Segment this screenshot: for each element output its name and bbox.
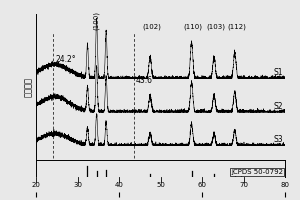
Text: 50: 50 — [156, 182, 165, 188]
Text: 43.6°: 43.6° — [136, 76, 157, 85]
Text: S1: S1 — [273, 68, 283, 77]
Text: (100): (100) — [93, 11, 99, 30]
Text: (102): (102) — [142, 23, 161, 30]
Text: 70: 70 — [239, 182, 248, 188]
Text: 20: 20 — [32, 182, 40, 188]
Text: 40: 40 — [115, 182, 123, 188]
Text: (103): (103) — [206, 23, 225, 30]
Text: 80: 80 — [280, 182, 290, 188]
Text: (110): (110) — [183, 23, 202, 30]
Y-axis label: 相对强度: 相对强度 — [24, 77, 33, 97]
Text: 24.2°: 24.2° — [56, 55, 76, 64]
Text: JCPDS 50-0792: JCPDS 50-0792 — [231, 169, 283, 175]
Text: 30: 30 — [73, 182, 82, 188]
Text: S3: S3 — [273, 135, 283, 144]
Text: S2: S2 — [273, 102, 283, 111]
Text: (112): (112) — [227, 23, 246, 30]
Text: 60: 60 — [197, 182, 206, 188]
